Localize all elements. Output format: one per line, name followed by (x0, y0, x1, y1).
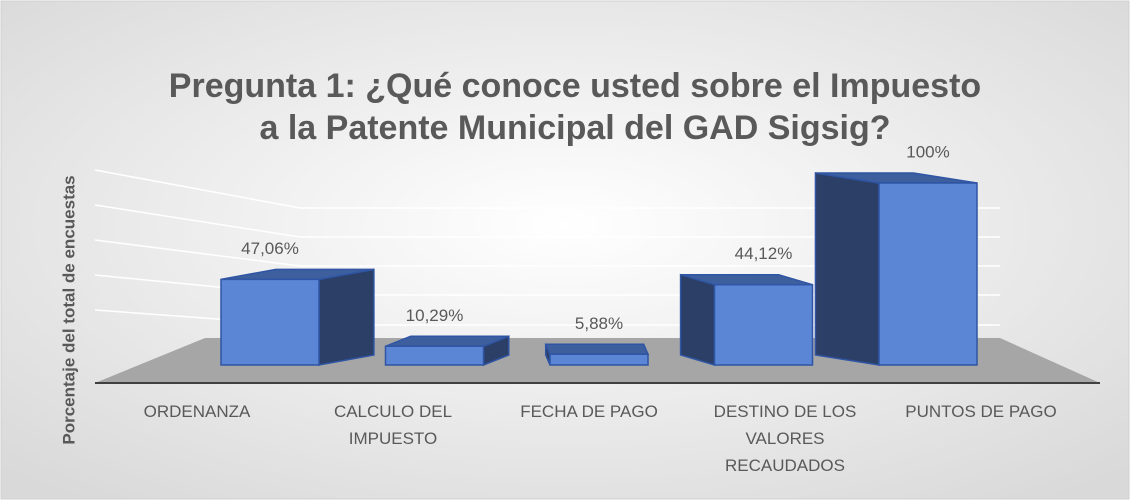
x-tick-label: PUNTOS DE PAGO (905, 402, 1056, 421)
x-tick-label: FECHA DE PAGO (520, 402, 658, 421)
data-label: 5,88% (575, 314, 623, 333)
bar-front (549, 353, 649, 366)
bar (814, 172, 978, 366)
chart-title: Pregunta 1: ¿Qué conoce usted sobre el I… (169, 67, 981, 147)
x-tick-label: ORDENANZA (144, 402, 251, 421)
y-axis-label: Porcentaje del total de encuestas (59, 175, 78, 444)
bar-front (878, 182, 978, 366)
data-label: 44,12% (735, 244, 793, 263)
bar-front (713, 283, 814, 366)
bar-top (544, 343, 650, 356)
x-tick-label: DESTINO DE LOS VALORES RECAUDADOS (714, 402, 857, 475)
data-label: 100% (906, 142, 949, 161)
bar-side (679, 273, 716, 367)
bar-side (814, 172, 880, 366)
bar (544, 343, 650, 366)
bar (384, 335, 510, 367)
data-label: 10,29% (406, 306, 464, 325)
x-tick-label: CALCULO DEL IMPUESTO (334, 402, 452, 448)
bar-front (220, 278, 320, 366)
bar-side (318, 268, 375, 366)
bar (679, 273, 814, 367)
bar-front (384, 345, 485, 366)
bar (220, 268, 375, 366)
data-label: 47,06% (241, 239, 299, 258)
